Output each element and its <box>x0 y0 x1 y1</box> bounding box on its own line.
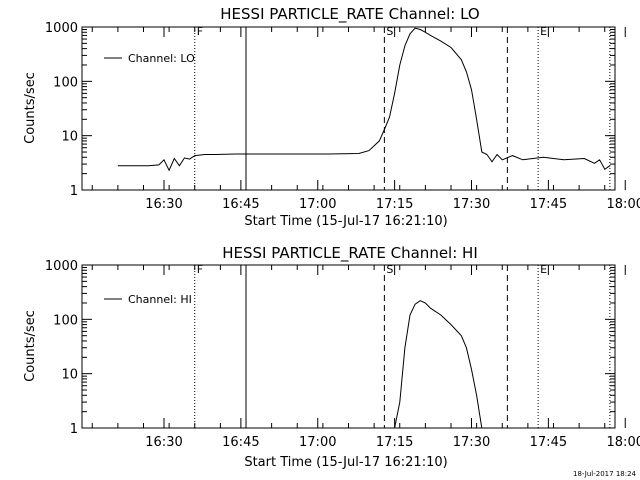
axes: 1 10 100 1000 16:30 16:45 17:00 17:15 17:30 17:45… <box>45 259 640 450</box>
x-tick-label: 17:30 <box>453 197 490 212</box>
x-tick-label: 18:00 <box>607 197 640 212</box>
panel-lo: HESSI PARTICLE_RATE Channel: LO 1 10 100 10… <box>23 5 640 229</box>
x-tick-label: 17:15 <box>376 197 413 212</box>
time-marker-label: F <box>197 25 203 38</box>
axes: 1 10 100 1000 16:30 16:45 17:00 17:15 17:30 17:45… <box>45 21 640 212</box>
y-tick-label: 10 <box>61 130 78 145</box>
y-axis-label: Counts/sec <box>23 310 38 382</box>
y-tick-label: 10 <box>61 368 78 383</box>
x-tick-label: 17:45 <box>530 197 567 212</box>
y-tick-label: 1 <box>70 422 78 437</box>
y-tick-label: 100 <box>53 313 78 328</box>
x-tick-label: 16:45 <box>222 197 259 212</box>
legend-label: Channel: HI <box>128 293 192 306</box>
x-tick-label: 18:00 <box>607 435 640 450</box>
x-axis-label: Start Time (15-Jul-17 16:21:10) <box>244 214 447 229</box>
time-marker-label: E <box>540 263 547 276</box>
legend-label: Channel: LO <box>128 52 195 65</box>
time-marker-label: S <box>386 25 393 38</box>
time-marker-label: F <box>197 263 203 276</box>
y-axis-label: Counts/sec <box>23 72 38 144</box>
x-tick-label: 16:30 <box>145 197 182 212</box>
series-group <box>117 27 611 172</box>
x-tick-label: 17:15 <box>376 435 413 450</box>
y-tick-label: 1000 <box>45 259 78 274</box>
panel-hi: HESSI PARTICLE_RATE Channel: HI 1 10 100 10… <box>23 244 640 470</box>
x-axis-label: Start Time (15-Jul-17 16:21:10) <box>244 455 447 470</box>
legend: Channel: HI <box>104 293 192 306</box>
time-marker-label: E <box>540 25 547 38</box>
footer-timestamp: 18-Jul-2017 18:24 <box>573 470 637 478</box>
x-tick-label: 16:30 <box>145 435 182 450</box>
x-tick-label: 17:00 <box>299 197 336 212</box>
y-tick-label: 1000 <box>45 21 78 36</box>
x-tick-label: 17:00 <box>299 435 336 450</box>
chart-title: HESSI PARTICLE_RATE Channel: HI <box>222 244 478 263</box>
series-line <box>117 27 611 172</box>
y-tick-label: 1 <box>70 184 78 199</box>
x-tick-label: 17:45 <box>530 435 567 450</box>
legend: Channel: LO <box>104 52 195 65</box>
x-tick-label: 17:30 <box>453 435 490 450</box>
series-group <box>394 300 483 429</box>
y-tick-label: 100 <box>53 75 78 90</box>
chart-title: HESSI PARTICLE_RATE Channel: LO <box>220 5 479 24</box>
time-marker-label: S <box>386 263 393 276</box>
series-line <box>394 300 483 429</box>
x-tick-label: 16:45 <box>222 435 259 450</box>
